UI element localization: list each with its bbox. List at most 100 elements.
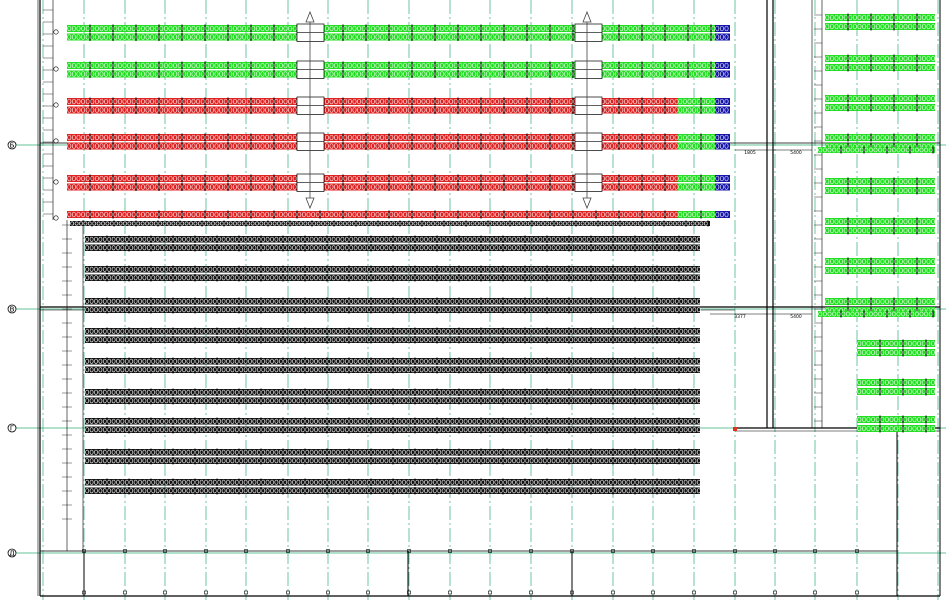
pallet-cell	[559, 71, 564, 77]
pallet-cell	[527, 62, 532, 69]
pallet-cell	[449, 184, 454, 190]
pallet-cell	[633, 62, 638, 69]
pallet-cell	[559, 62, 564, 69]
pallet-cell	[163, 71, 168, 77]
pallet-cell	[421, 175, 426, 182]
pallet-cell	[99, 175, 104, 182]
column-marker	[244, 590, 248, 595]
pallet-cell	[441, 236, 446, 242]
pallet-cell	[719, 184, 724, 190]
pallet-cell	[255, 184, 260, 190]
pallet-cell	[637, 134, 642, 141]
pallet-cell	[534, 236, 538, 242]
pallet-cell	[407, 34, 412, 40]
pallet-cell	[412, 143, 417, 149]
column-marker	[244, 549, 248, 553]
pallet-cell	[292, 175, 297, 182]
pallet-cell	[242, 175, 247, 182]
pallet-cell	[252, 236, 257, 242]
pallet-cell	[669, 25, 674, 32]
pallet-cell	[687, 184, 692, 190]
pallet-cell	[415, 236, 420, 242]
pallet-cell	[108, 98, 113, 105]
pallet-cell	[300, 236, 305, 242]
pallet-cell	[67, 143, 72, 149]
pallet-cell	[678, 143, 683, 149]
pallet-cell	[710, 134, 715, 141]
pallet-cell	[196, 211, 201, 218]
pallet-cell	[623, 71, 628, 77]
pallet-cell	[248, 236, 252, 242]
pallet-cell	[705, 143, 710, 149]
pallet-cell	[660, 62, 665, 69]
pallet-cell	[485, 236, 490, 242]
pallet-cell	[646, 143, 651, 149]
pallet-cell	[665, 134, 670, 141]
pallet-cell	[587, 211, 592, 218]
pallet-cell	[186, 236, 191, 242]
pallet-cell	[513, 175, 518, 182]
pallet-cell	[393, 236, 398, 242]
pallet-cell	[518, 71, 523, 77]
pallet-cell	[223, 143, 228, 149]
pallet-cell	[113, 25, 118, 32]
pallet-cell	[145, 107, 150, 113]
pallet-cell	[232, 34, 237, 40]
pallet-cell	[651, 143, 656, 149]
pallet-cell	[209, 175, 214, 182]
pallet-cell	[287, 236, 292, 242]
pallet-cell	[108, 134, 113, 141]
pallet-cell	[232, 211, 237, 218]
pallet-cell	[665, 25, 670, 32]
pallet-cell	[177, 62, 182, 69]
pallet-cell	[237, 107, 242, 113]
pallet-cell	[145, 71, 150, 77]
pallet-cell	[234, 236, 239, 242]
pallet-cell	[94, 175, 99, 182]
pallet-cell	[660, 211, 665, 218]
pallet-cell	[512, 236, 516, 242]
pallet-cell	[352, 107, 357, 113]
pallet-cell	[508, 211, 513, 218]
pallet-cell	[642, 71, 647, 77]
pallet-cell	[265, 236, 270, 242]
pallet-cell	[665, 175, 670, 182]
pallet-cell	[246, 107, 251, 113]
pallet-cell	[485, 107, 490, 113]
pallet-cell	[692, 143, 697, 149]
pallet-cell	[719, 25, 724, 32]
pallet-cell	[177, 236, 182, 242]
pallet-cell	[613, 236, 618, 242]
pallet-cell	[361, 98, 366, 105]
pallet-cell	[604, 236, 609, 242]
pallet-cell	[320, 211, 325, 218]
pallet-cell	[426, 62, 431, 69]
pallet-cell	[724, 211, 729, 218]
pallet-cell	[665, 98, 670, 105]
pallet-cell	[375, 211, 380, 218]
pallet-cell	[232, 184, 237, 190]
pallet-cell	[504, 184, 509, 190]
pallet-cell	[329, 71, 334, 77]
pallet-cell	[150, 107, 155, 113]
pallet-cell	[692, 134, 697, 141]
pallet-cell	[384, 134, 389, 141]
pallet-cell	[246, 134, 251, 141]
pallet-cell	[196, 107, 201, 113]
pallet-cell	[347, 98, 352, 105]
pallet-cell	[168, 143, 173, 149]
pallet-cell	[719, 175, 724, 182]
pallet-cell	[136, 184, 141, 190]
pallet-cell	[200, 107, 205, 113]
pallet-cell	[338, 184, 343, 190]
rack-row-band	[67, 70, 715, 78]
pallet-cell	[683, 71, 688, 77]
pallet-cell	[702, 25, 707, 32]
pallet-cell	[610, 184, 615, 190]
pallet-cell	[416, 175, 421, 182]
pallet-cell	[666, 236, 670, 242]
pallet-cell	[191, 134, 196, 141]
pallet-cell	[481, 71, 486, 77]
pallet-cell	[122, 134, 127, 141]
pallet-cell	[554, 107, 559, 113]
